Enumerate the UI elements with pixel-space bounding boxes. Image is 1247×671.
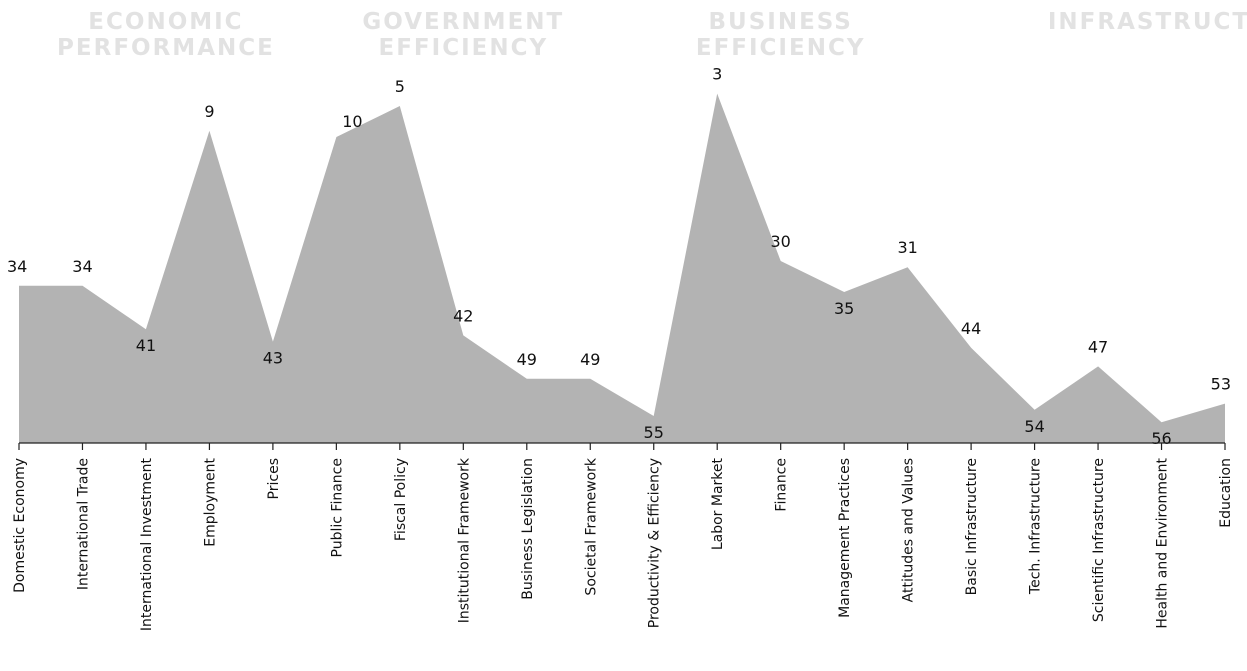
data-label: 34 <box>72 257 92 276</box>
x-tick-label: Scientific Infrastructure <box>1091 458 1107 622</box>
data-label: 43 <box>263 349 283 368</box>
group-label: BUSINESS <box>708 9 852 35</box>
group-label: INFRASTRUCTURE <box>1048 9 1247 35</box>
x-tick-label: Productivity & Efficiency <box>647 458 663 628</box>
x-tick-label: Institutional Framework <box>456 457 472 623</box>
x-tick-label: Domestic Economy <box>12 458 28 593</box>
data-label: 49 <box>517 350 537 369</box>
x-tick-label: Attitudes and Values <box>901 458 917 602</box>
x-tick-label: Employment <box>202 458 218 547</box>
group-label: EFFICIENCY <box>379 35 549 61</box>
data-label: 54 <box>1024 417 1044 436</box>
data-label: 5 <box>395 77 405 96</box>
data-label: 55 <box>644 423 664 442</box>
group-label: PERFORMANCE <box>57 35 275 61</box>
data-label: 35 <box>834 299 854 318</box>
x-tick-label: Management Practices <box>837 458 853 618</box>
x-tick-label: Finance <box>774 458 790 512</box>
data-label: 42 <box>453 306 473 325</box>
data-label: 10 <box>342 112 362 131</box>
x-axis: Domestic Economy International Trade Inter… <box>12 442 1234 631</box>
group-label: GOVERNMENT <box>362 9 564 35</box>
x-tick-label: International Trade <box>75 458 91 590</box>
x-tick-label: Societal Framework <box>583 457 599 595</box>
x-tick-label: Tech. Infrastructure <box>1028 458 1044 595</box>
group-labels: ECONOMICPERFORMANCEGOVERNMENTEFFICIENCYB… <box>57 9 1247 61</box>
x-tick-label: Prices <box>266 458 282 499</box>
group-label: EFFICIENCY <box>696 35 866 61</box>
data-label: 49 <box>580 350 600 369</box>
x-tick-label: Fiscal Policy <box>393 458 409 541</box>
area-series <box>19 93 1225 443</box>
data-label: 30 <box>771 232 791 251</box>
x-tick-label: Basic Infrastructure <box>964 458 980 595</box>
data-label: 47 <box>1088 337 1108 356</box>
plot-area <box>19 93 1225 443</box>
data-label: 34 <box>7 257 27 276</box>
x-tick-label: Public Finance <box>329 458 345 557</box>
x-tick-label: Health and Environment <box>1155 457 1171 628</box>
group-label: ECONOMIC <box>88 9 243 35</box>
x-tick-label: Education <box>1218 458 1234 528</box>
data-label: 41 <box>136 336 156 355</box>
data-label: 44 <box>961 319 981 338</box>
x-tick-label: Business Legislation <box>520 458 536 600</box>
data-label: 53 <box>1211 375 1231 394</box>
data-label: 9 <box>204 102 214 121</box>
x-tick-label: International Investment <box>139 457 155 631</box>
data-label: 3 <box>712 65 722 84</box>
x-tick-label: Labor Market <box>710 457 726 550</box>
data-label: 31 <box>897 238 917 257</box>
